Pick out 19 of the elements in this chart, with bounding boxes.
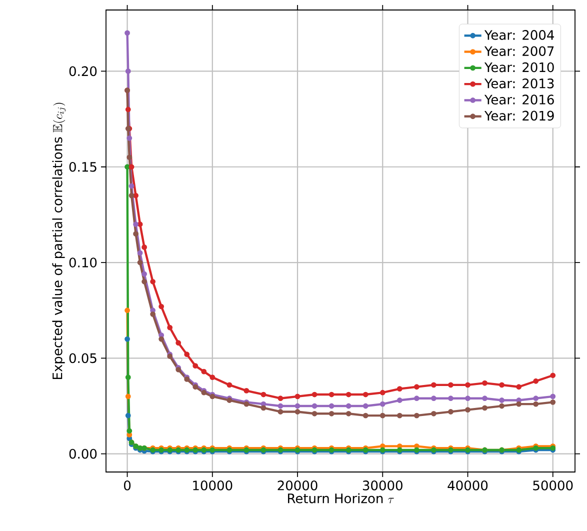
legend-label: Year: 2016 [484,94,554,104]
x-tick-label: 30000 [362,480,402,490]
x-tick-label: 50000 [533,480,573,490]
y-tick-label: 0.20 [69,66,97,76]
legend-label: Year: 2013 [484,78,554,88]
x-tick-label: 0 [124,480,131,490]
x-tick-label: 10000 [193,480,232,490]
y-axis-title: $\text{Expected value of partial correlations }\mathbb{E}(c_{ij})$ [52,102,66,380]
legend-label: Year: 2010 [484,62,554,72]
y-tick-label: 0.15 [69,162,96,172]
legend-label: Year: 2004 [484,30,554,40]
x-tick-label: 20000 [278,480,318,490]
legend-label: Year: 2007 [484,46,554,56]
x-tick-label: 40000 [448,480,488,490]
legend-label: Year: 2019 [484,110,554,121]
y-tick-label: 0.00 [69,448,97,459]
x-axis-title: $\text{Return Horizon }\tau$ [288,493,394,504]
y-tick-label: 0.05 [69,353,96,364]
y-tick-label: 0.10 [69,258,97,268]
